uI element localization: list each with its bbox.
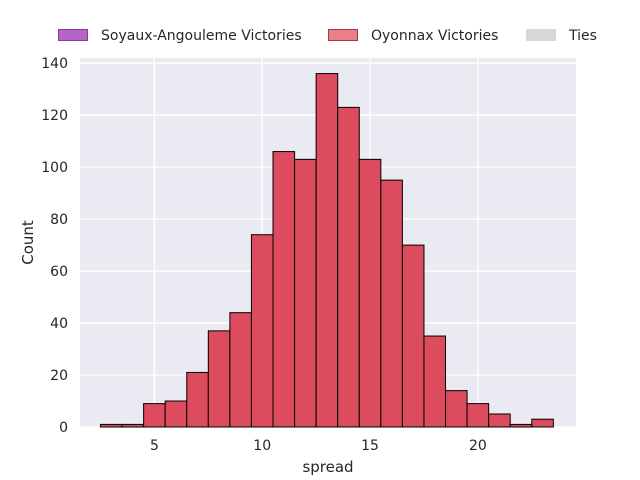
histogram-bar [337,106,360,428]
y-tick-label: 0 [59,420,68,436]
histogram-bar [121,423,145,428]
y-tick-label: 100 [41,160,68,176]
legend-swatch-soyaux-angouleme [58,29,88,41]
x-tick-label: 5 [150,438,159,454]
histogram-bar [164,400,188,428]
y-tick-label: 120 [41,108,68,124]
histogram-bar [294,158,317,428]
legend-label-oyonnax: Oyonnax Victories [371,28,499,44]
y-axis-title: Count [19,220,37,265]
histogram-bar [186,371,209,428]
histogram-bar [315,73,339,428]
histogram-bar [99,423,123,428]
histogram-bar [509,423,533,428]
histogram-bar [207,330,231,428]
histogram-bar [229,312,252,428]
x-axis-title: spread [302,458,353,476]
y-tick-label: 60 [50,264,68,280]
histogram-bar [358,158,382,428]
histogram-bar [380,179,403,428]
histogram-bar [272,151,296,428]
histogram-bar [488,413,511,428]
histogram-bar [143,403,166,428]
x-tick-labels: 5 10 15 20 [150,438,487,454]
histogram-bar [466,403,490,428]
x-tick-label: 15 [361,438,379,454]
legend-swatch-ties [526,29,556,41]
y-tick-label: 80 [50,212,68,228]
legend: Soyaux-Angouleme Victories Oyonnax Victo… [0,26,640,46]
histogram-bar [250,234,274,428]
y-tick-label: 20 [50,368,68,384]
y-tick-label: 40 [50,316,68,332]
legend-label-soyaux-angouleme: Soyaux-Angouleme Victories [101,28,302,44]
histogram-bar [423,335,447,428]
histogram-bar [445,390,468,428]
legend-label-ties: Ties [569,28,597,44]
y-tick-labels: 0 20 40 60 80 100 120 140 [41,56,68,436]
x-tick-label: 10 [253,438,271,454]
y-tick-label: 140 [41,56,68,72]
histogram-bars [99,73,554,428]
histogram-bar [401,244,425,428]
x-tick-label: 20 [469,438,487,454]
legend-swatch-oyonnax [328,29,358,41]
histogram-bar [531,418,554,428]
